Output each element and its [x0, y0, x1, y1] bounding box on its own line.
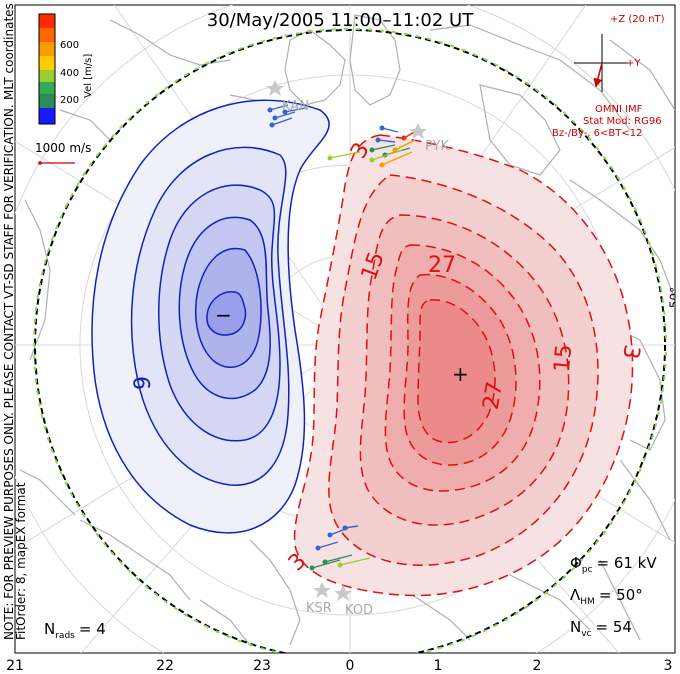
fit-order-note: FitOrder: 8, mapEX format: [14, 482, 28, 640]
mlt-tick-3: 3: [664, 658, 673, 674]
colorbar-tick-600: 600: [60, 40, 79, 51]
stat-phi-pc: Φpc = 61 kV: [570, 554, 657, 575]
svg-text:KAN: KAN: [282, 99, 309, 114]
hm-boundary: [33, 28, 667, 653]
outer-boundary-circle: [34, 29, 666, 653]
imf-dial: +Z (20 nT) +Y OMNI IMF Stat Mod: RG96 Bz…: [552, 14, 665, 139]
mlt-coordinates-label: MLT coordinates: [2, 3, 16, 100]
mlt-axis: 21 22 23 0 1 2 3: [6, 658, 672, 674]
contour-label-15-right: 15: [550, 343, 577, 373]
colorbar-label: Vel [m/s]: [83, 54, 94, 98]
radar-kan: KAN: [266, 80, 309, 114]
svg-text:KOD: KOD: [345, 603, 373, 618]
imf-source: OMNI IMF: [595, 104, 643, 115]
stat-n-rads: Nrads = 4: [44, 620, 106, 641]
map-title: 30/May/2005 11:00–11:02 UT: [207, 10, 474, 31]
latitude-label: 50°: [667, 287, 680, 309]
contour-label-27-top: 27: [428, 253, 456, 278]
radar-pyk: PYK: [409, 123, 449, 154]
svg-text:1000 m/s: 1000 m/s: [35, 141, 91, 155]
map-statistics: Φpc = 61 kV ΛHM = 50° Nvc = 54 Nrads = 4: [44, 554, 657, 641]
potential-max-marker: +: [452, 362, 469, 386]
mlt-tick-1: 1: [434, 658, 443, 674]
mlt-tick-22: 22: [156, 658, 174, 674]
stat-lambda-hm: ΛHM = 50°: [570, 586, 643, 607]
contour-label-3-right: 3: [617, 343, 644, 361]
mlt-tick-21: 21: [6, 658, 24, 674]
velocity-vectors: [267, 104, 419, 571]
contour-label-27-right: 27: [479, 380, 508, 412]
positive-cell: [293, 134, 634, 597]
scale-vector: 1000 m/s: [35, 141, 91, 165]
potential-min-marker: −: [215, 303, 232, 327]
preview-note: NOTE: FOR PREVIEW PURPOSES ONLY. PLEASE …: [2, 104, 16, 640]
contour-label-9: 9: [131, 376, 156, 390]
imf-model: Stat Mod: RG96: [583, 116, 662, 127]
velocity-colorbar: 600 400 200 Vel [m/s]: [38, 13, 94, 125]
mlt-tick-23: 23: [253, 658, 271, 674]
colorbar-tick-400: 400: [60, 68, 79, 79]
colorbar-tick-200: 200: [60, 95, 79, 106]
stat-n-vc: Nvc = 54: [570, 618, 632, 639]
svg-text:KSR: KSR: [306, 601, 332, 616]
radar-ksr: KSR: [306, 582, 332, 616]
negative-cell: [91, 99, 330, 534]
imf-by-label: +Y: [626, 58, 641, 69]
imf-bz-label: +Z (20 nT): [610, 14, 665, 25]
imf-condition: Bz-/By-, 6<BT<12: [552, 128, 642, 139]
radar-kod: KOD: [334, 585, 373, 618]
mlt-tick-0: 0: [346, 658, 355, 674]
svg-text:PYK: PYK: [425, 139, 449, 154]
radar-sites: KAN PYK KSR KOD: [266, 80, 449, 618]
mlt-tick-2: 2: [533, 658, 542, 674]
